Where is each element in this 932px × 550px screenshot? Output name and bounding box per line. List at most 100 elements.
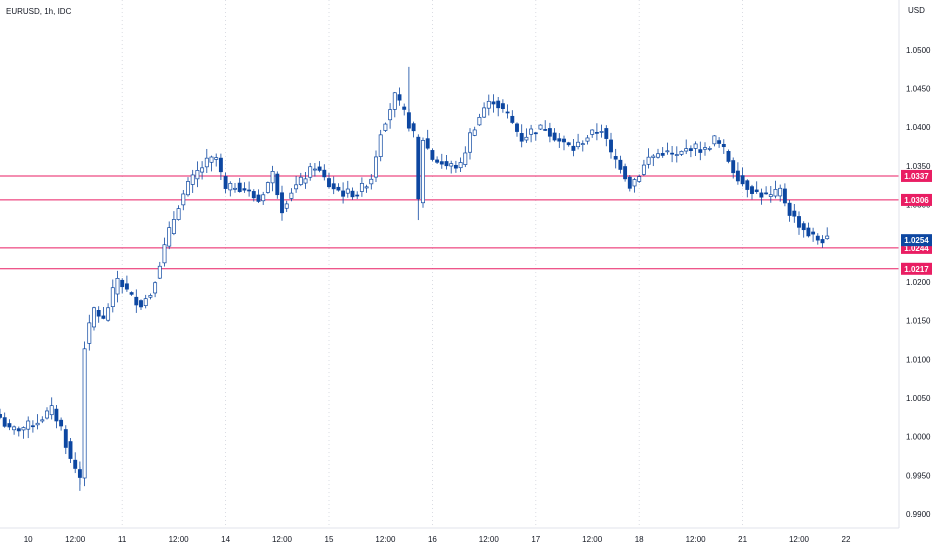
- candle-body: [660, 153, 665, 156]
- candle-body: [533, 132, 538, 135]
- candle-body: [345, 188, 350, 194]
- level-layer: [0, 175, 899, 270]
- level-price-tag: [901, 169, 932, 182]
- y-tick-label: 0.9900: [906, 510, 931, 519]
- candle-body: [684, 148, 689, 152]
- candle-body: [453, 164, 458, 169]
- candle-body: [200, 167, 205, 173]
- candle-body: [355, 194, 360, 197]
- candle-body: [388, 109, 393, 121]
- candle-body: [538, 124, 543, 130]
- candle-body: [7, 423, 12, 428]
- candle-body: [350, 190, 355, 198]
- candle-body: [289, 192, 294, 199]
- candle-body: [515, 123, 519, 132]
- x-tick-label: 12:00: [375, 535, 396, 544]
- candle-body: [256, 194, 261, 202]
- candle-body: [745, 180, 750, 190]
- candle-body: [303, 178, 308, 184]
- candle-body: [717, 140, 722, 144]
- level-price-tag-label: 1.0217: [904, 265, 929, 274]
- candle-body: [444, 161, 449, 167]
- candle-body: [439, 161, 444, 165]
- candle-body: [157, 265, 162, 279]
- x-tick-label: 21: [738, 535, 747, 544]
- candle-body: [496, 100, 501, 109]
- candle-body: [801, 223, 806, 231]
- candle-body: [2, 417, 7, 427]
- candle-body: [698, 149, 703, 153]
- candle-body: [735, 170, 740, 182]
- candle-body: [609, 139, 613, 153]
- candle-body: [435, 159, 440, 163]
- candle-body: [12, 426, 17, 431]
- candle-body: [641, 164, 646, 175]
- candle-body: [327, 178, 331, 188]
- candle-body: [26, 420, 31, 430]
- candle-body: [124, 283, 129, 290]
- y-tick-label: 1.0200: [906, 278, 931, 287]
- candle-body: [529, 128, 534, 135]
- candle-body: [688, 148, 693, 151]
- candle-body: [21, 427, 26, 431]
- candle-body: [576, 141, 581, 148]
- candle-body: [815, 235, 820, 241]
- grid-layer: [121, 0, 743, 528]
- candle-body: [54, 408, 59, 422]
- candle-body: [317, 166, 322, 171]
- candle-body: [148, 295, 153, 298]
- candle-body: [421, 140, 425, 204]
- candle-body: [40, 419, 45, 422]
- candle-body: [782, 188, 787, 204]
- candle-body: [49, 405, 54, 416]
- candle-body: [374, 156, 378, 178]
- candle-body: [510, 115, 515, 123]
- candle-body: [665, 150, 670, 153]
- candle-body: [336, 186, 341, 191]
- candle-body: [679, 150, 684, 155]
- candle-body: [143, 298, 148, 306]
- candle-body: [712, 135, 717, 145]
- candle-body: [63, 429, 68, 448]
- candle-body: [120, 279, 125, 288]
- last-price-tag-label: 1.0254: [904, 236, 929, 245]
- candle-body: [552, 132, 557, 141]
- x-tick-label: 22: [842, 535, 851, 544]
- candle-body: [30, 425, 35, 428]
- candle-body: [298, 176, 303, 185]
- candle-body: [618, 159, 623, 170]
- candle-body: [45, 410, 49, 419]
- candle-body: [651, 155, 656, 158]
- candle-body: [115, 278, 120, 295]
- candle-body: [562, 138, 566, 143]
- candle-body: [482, 107, 487, 118]
- level-price-tag: [901, 193, 932, 206]
- y-tick-label: 1.0000: [906, 433, 931, 442]
- candle-body: [792, 210, 797, 217]
- candle-body: [449, 163, 454, 167]
- candle-body: [228, 183, 233, 191]
- candle-body: [223, 176, 228, 189]
- candle-body: [797, 216, 801, 228]
- candle-body: [646, 156, 651, 165]
- y-tick-label: 1.0500: [906, 46, 931, 55]
- candle-body: [233, 187, 237, 190]
- y-tick-label: 1.0150: [906, 317, 931, 326]
- candle-body: [209, 156, 214, 163]
- candle-body: [110, 287, 115, 308]
- x-tick-label: 12:00: [272, 535, 293, 544]
- candle-body: [176, 208, 181, 220]
- candle-body: [764, 192, 769, 195]
- candle-body: [825, 235, 830, 240]
- candle-body: [585, 137, 590, 142]
- x-tick-label: 12:00: [582, 535, 603, 544]
- candle-body: [547, 128, 552, 137]
- candle-body: [571, 145, 576, 151]
- candle-body: [463, 152, 468, 165]
- candle-body: [519, 133, 524, 142]
- candle-body: [35, 422, 40, 426]
- candle-body: [308, 166, 313, 178]
- candle-body: [500, 103, 505, 110]
- x-tick-label: 12:00: [686, 535, 707, 544]
